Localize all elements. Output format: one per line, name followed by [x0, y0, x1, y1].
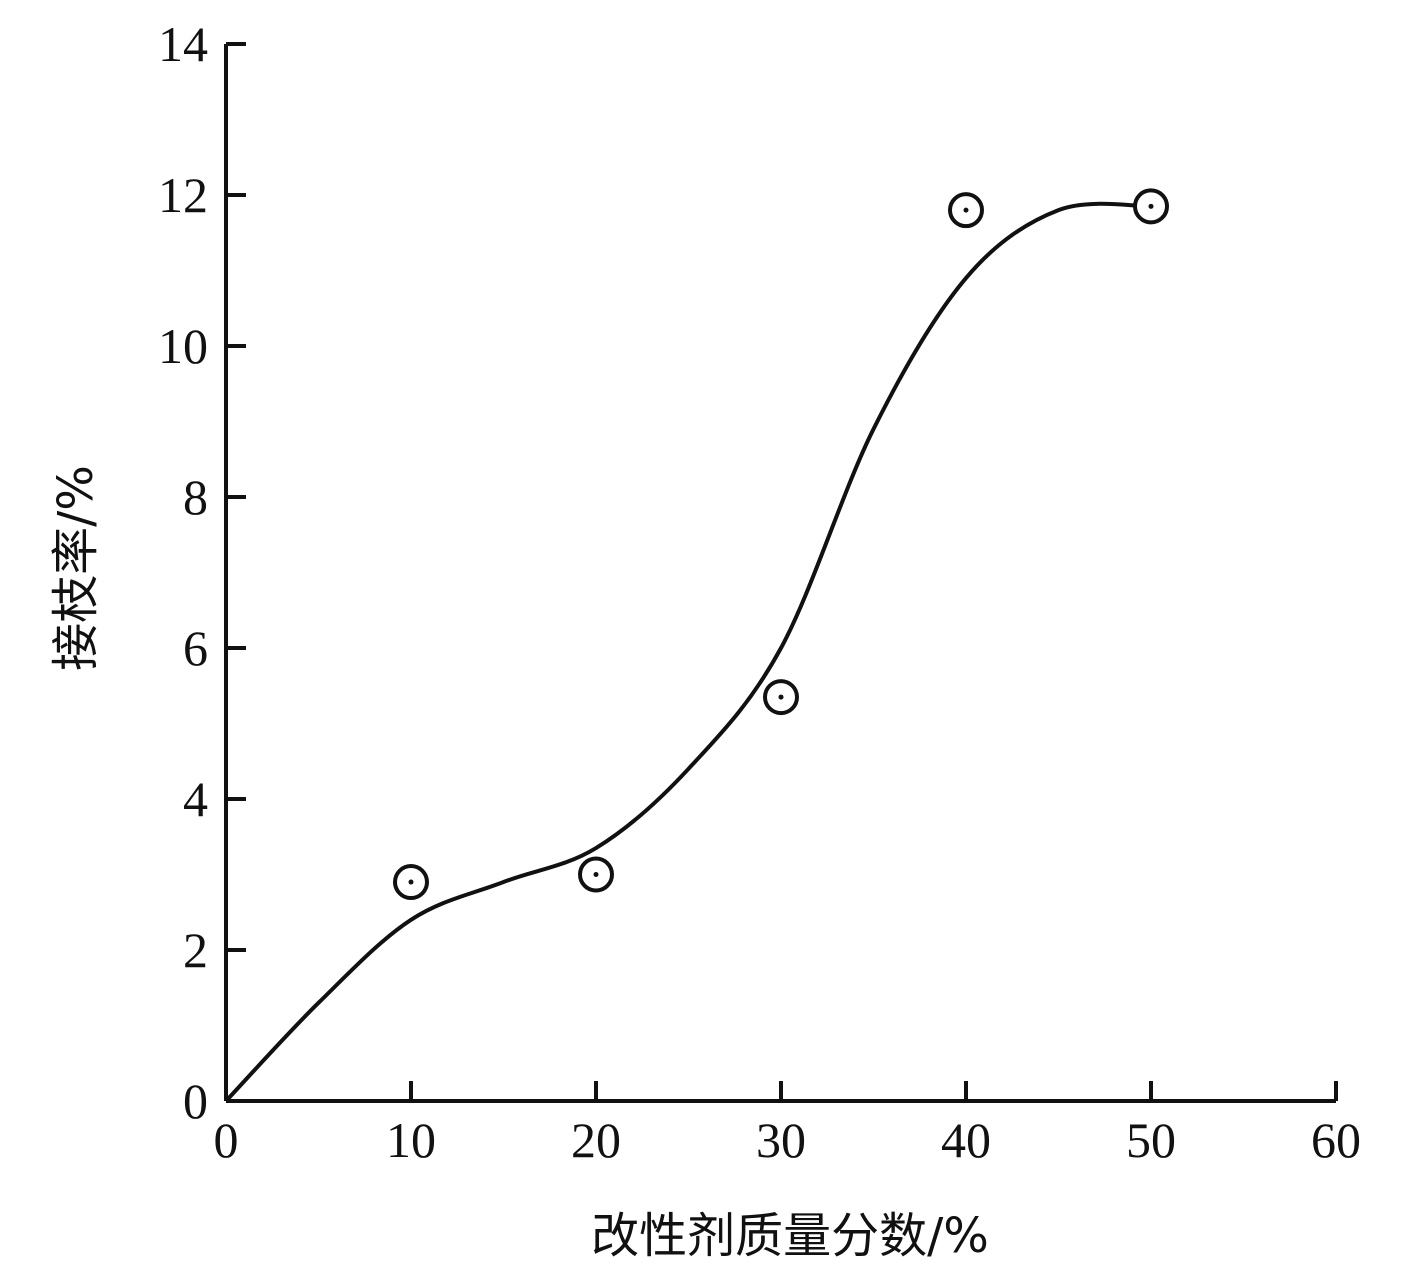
data-point-center: [778, 694, 784, 700]
x-tick-label: 50: [1126, 1112, 1176, 1168]
x-tick-label: 60: [1311, 1112, 1361, 1168]
x-tick-label: 40: [941, 1112, 991, 1168]
x-tick-label: 20: [571, 1112, 621, 1168]
y-tick-label: 8: [183, 469, 208, 525]
x-tick-label: 30: [756, 1112, 806, 1168]
data-point-center: [963, 207, 969, 213]
y-tick-label: 6: [183, 620, 208, 676]
y-axis-ticks: 0 2 4 6 8 10 12 14: [158, 16, 246, 1129]
data-point: [393, 864, 429, 901]
y-axis-label: 接枝率/%: [48, 465, 104, 671]
data-point-center: [408, 879, 414, 885]
x-tick-label: 10: [386, 1112, 436, 1168]
y-tick-label: 0: [183, 1073, 208, 1129]
y-tick-label: 12: [158, 167, 208, 223]
y-tick-label: 2: [183, 922, 208, 978]
x-tick-label: 0: [214, 1112, 239, 1168]
data-points-layer: [393, 188, 1169, 901]
data-point: [1133, 188, 1169, 225]
y-tick-label: 14: [158, 16, 208, 72]
y-tick-label: 10: [158, 318, 208, 374]
y-tick-label: 4: [183, 771, 208, 827]
axes: [224, 44, 1336, 1103]
fit-curve-line: [224, 201, 1152, 1103]
data-point: [763, 679, 799, 716]
data-point: [948, 192, 984, 229]
x-axis-label: 改性剂质量分数/%: [591, 1208, 989, 1264]
x-axis-ticks: 0 10 20 30 40 50 60: [214, 1081, 1361, 1168]
fit-curve-layer: [224, 201, 1152, 1103]
data-point-center: [593, 872, 599, 877]
data-point: [578, 856, 614, 893]
data-point-center: [1148, 203, 1154, 209]
